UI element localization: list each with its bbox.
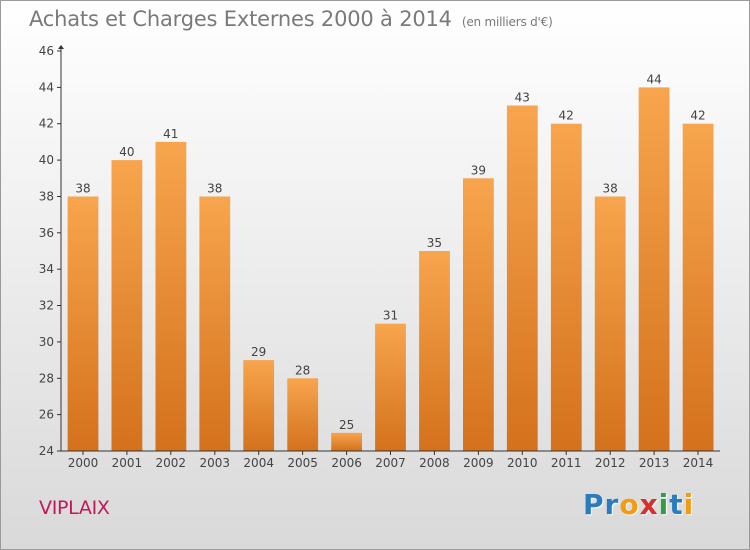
bar-2003 — [199, 196, 231, 451]
bar-2004 — [243, 360, 275, 451]
bar-2008 — [419, 251, 450, 451]
logo-letter: x — [639, 488, 659, 521]
y-tick-label-32: 32 — [39, 299, 54, 313]
bar-2014 — [682, 123, 714, 451]
x-tick-label-2009: 2009 — [463, 456, 494, 470]
x-tick-label-2002: 2002 — [156, 456, 187, 470]
x-tick-label-2014: 2014 — [683, 456, 714, 470]
x-tick-label-2012: 2012 — [595, 456, 626, 470]
chart-title-text: Achats et Charges Externes 2000 à 2014 — [29, 7, 452, 31]
value-label-2000: 38 — [75, 182, 90, 196]
x-tick-label-2008: 2008 — [419, 456, 450, 470]
y-tick-label-30: 30 — [39, 335, 54, 349]
y-tick-label-36: 36 — [39, 226, 54, 240]
y-tick-label-38: 38 — [39, 190, 54, 204]
value-label-2014: 42 — [690, 109, 705, 123]
logo-letter: t — [669, 488, 684, 521]
value-label-2008: 35 — [427, 236, 442, 250]
value-label-2003: 38 — [207, 182, 222, 196]
x-tick-label-2011: 2011 — [551, 456, 582, 470]
chart-title: Achats et Charges Externes 2000 à 2014 (e… — [29, 7, 553, 31]
y-tick-label-34: 34 — [39, 262, 54, 276]
y-tick-label-42: 42 — [39, 117, 54, 131]
x-tick-label-2006: 2006 — [331, 456, 362, 470]
y-tick-label-46: 46 — [39, 44, 54, 58]
value-label-2011: 42 — [559, 109, 574, 123]
bar-2000 — [67, 196, 99, 451]
logo-letter: r — [604, 488, 620, 521]
bar-2002 — [155, 141, 187, 451]
x-tick-label-2004: 2004 — [243, 456, 274, 470]
value-label-2006: 25 — [339, 418, 354, 432]
value-label-2002: 41 — [163, 127, 178, 141]
x-tick-label-2001: 2001 — [112, 456, 143, 470]
y-tick-label-40: 40 — [39, 153, 54, 167]
bar-2006 — [331, 432, 362, 451]
x-tick-label-2005: 2005 — [287, 456, 318, 470]
bar-2010 — [506, 105, 538, 451]
value-label-2004: 29 — [251, 345, 266, 359]
y-tick-label-24: 24 — [39, 444, 54, 458]
chart-unit: (en milliers d'€) — [461, 15, 553, 29]
logo-letter: i — [658, 488, 670, 521]
bar-2005 — [287, 378, 319, 451]
bar-2007 — [375, 323, 406, 451]
value-label-2001: 40 — [119, 145, 134, 159]
x-tick-label-2007: 2007 — [375, 456, 406, 470]
bar-2013 — [638, 87, 670, 452]
value-label-2007: 31 — [383, 309, 398, 323]
bar-2011 — [550, 123, 582, 451]
bars-group — [67, 87, 714, 452]
value-label-2013: 44 — [646, 72, 661, 86]
bar-2012 — [594, 196, 626, 451]
x-tick-label-2003: 2003 — [200, 456, 231, 470]
value-label-2010: 43 — [515, 91, 530, 105]
y-axis-arrow — [58, 45, 64, 49]
bar-2009 — [463, 178, 494, 452]
x-tick-label-2000: 2000 — [68, 456, 99, 470]
y-tick-label-28: 28 — [39, 371, 54, 385]
x-tick-label-2013: 2013 — [639, 456, 670, 470]
logo-letter: o — [619, 488, 640, 521]
x-tick-label-2010: 2010 — [507, 456, 538, 470]
logo-letter: i — [683, 488, 695, 521]
labels-group: 38 2000 40 2001 41 2002 38 2003 29 2004 28 2005 25 20… — [39, 44, 714, 470]
value-label-2009: 39 — [471, 163, 486, 177]
value-label-2005: 28 — [295, 363, 310, 377]
commune-name: VIPLAIX — [39, 497, 110, 519]
y-tick-label-44: 44 — [39, 80, 54, 94]
y-tick-label-26: 26 — [39, 408, 54, 422]
proxiti-logo: Proxiti — [583, 488, 694, 521]
bar-2001 — [111, 160, 143, 451]
logo-letter: P — [583, 488, 605, 521]
axes-group — [57, 45, 720, 455]
value-label-2012: 38 — [603, 182, 618, 196]
